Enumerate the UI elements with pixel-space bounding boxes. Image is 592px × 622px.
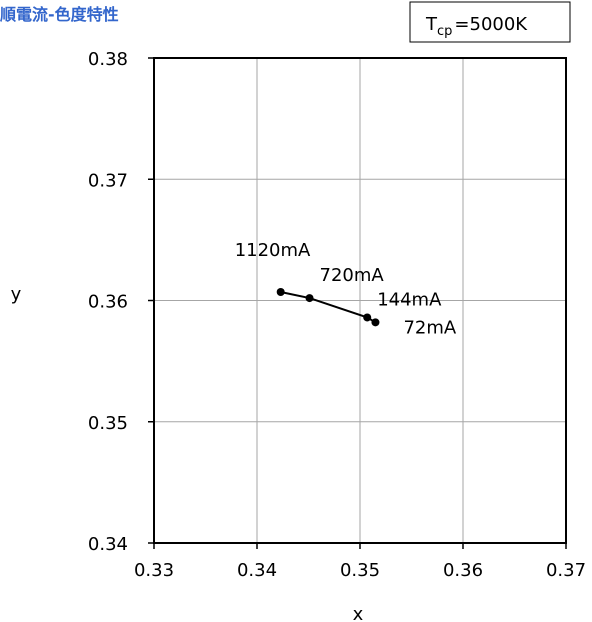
y-axis-label: y bbox=[11, 284, 22, 305]
y-tick-label: 0.37 bbox=[88, 170, 128, 191]
data-label: 720mA bbox=[320, 265, 385, 286]
data-label: 1120mA bbox=[235, 240, 311, 261]
x-axis-ticks: 0.33 0.34 0.35 0.36 0.37 bbox=[134, 543, 586, 581]
x-tick-label: 0.33 bbox=[134, 560, 174, 581]
svg-text:Tcp=5000K: Tcp =5000K bbox=[425, 14, 528, 39]
y-tick-label: 0.36 bbox=[88, 292, 128, 313]
condition-box: Tcp =5000K bbox=[409, 1, 571, 43]
x-tick-label: 0.34 bbox=[237, 560, 277, 581]
data-point bbox=[371, 318, 380, 327]
x-tick-label: 0.36 bbox=[443, 560, 483, 581]
data-point bbox=[276, 288, 285, 297]
data-point bbox=[363, 313, 372, 322]
chart-title: 順電流-色度特性 bbox=[0, 5, 119, 24]
y-tick-label: 0.35 bbox=[88, 413, 128, 434]
data-point bbox=[305, 294, 314, 303]
series bbox=[276, 288, 380, 327]
grid bbox=[154, 58, 566, 543]
y-tick-label: 0.34 bbox=[88, 534, 128, 555]
series-line bbox=[280, 291, 376, 324]
y-axis-ticks: 0.34 0.35 0.36 0.37 0.38 bbox=[88, 49, 154, 555]
data-label: 72mA bbox=[403, 317, 456, 338]
x-tick-label: 0.37 bbox=[546, 560, 586, 581]
condition-subscript: cp bbox=[437, 24, 452, 39]
x-tick-label: 0.35 bbox=[340, 560, 380, 581]
data-label: 144mA bbox=[377, 289, 442, 310]
data-labels: 1120mA 720mA 144mA 72mA bbox=[235, 240, 457, 338]
condition-symbol: T bbox=[425, 14, 438, 35]
y-tick-label: 0.38 bbox=[88, 49, 128, 70]
x-axis-label: x bbox=[353, 604, 364, 622]
condition-value: =5000K bbox=[454, 14, 528, 35]
